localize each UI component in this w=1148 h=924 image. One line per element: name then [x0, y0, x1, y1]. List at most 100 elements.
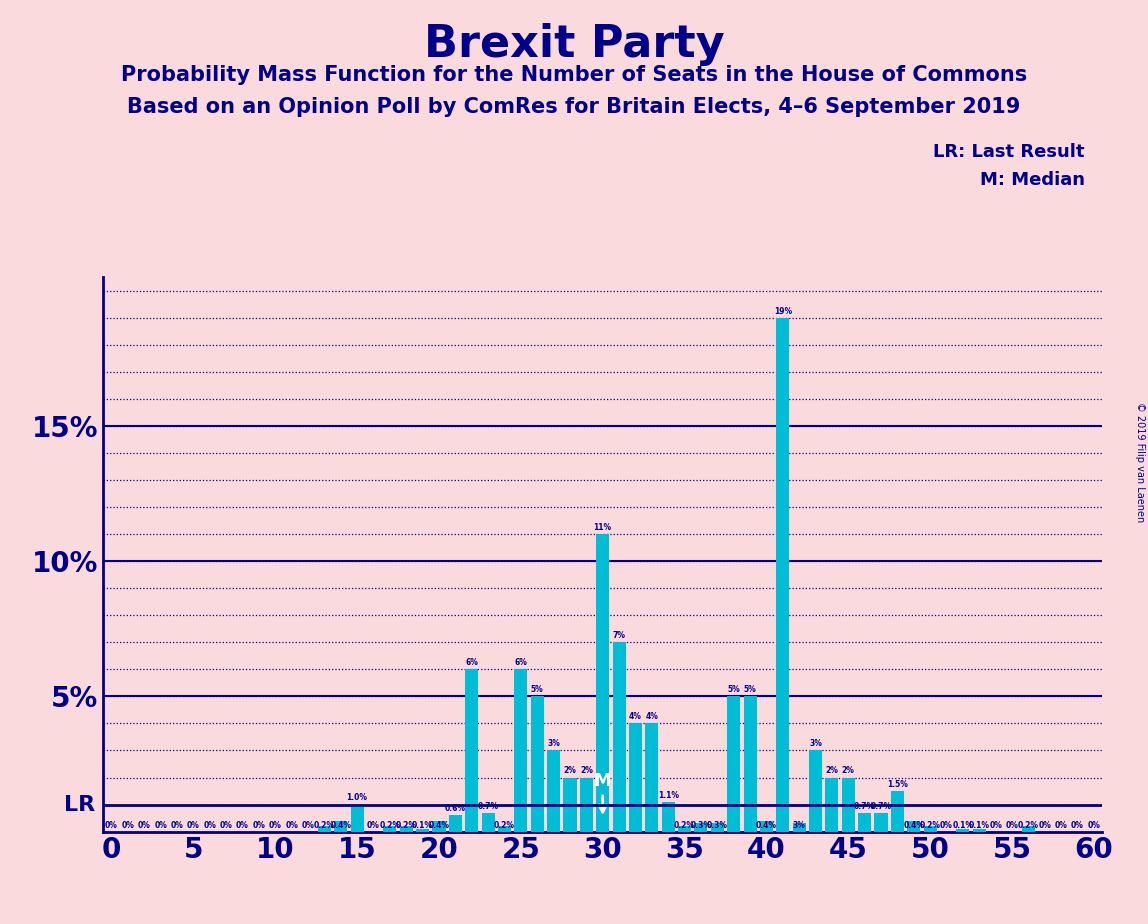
Bar: [1022, 826, 1035, 832]
Text: 0.2%: 0.2%: [313, 821, 335, 831]
Text: 0%: 0%: [285, 821, 298, 831]
Bar: [318, 826, 331, 832]
Bar: [841, 777, 855, 832]
Bar: [564, 777, 576, 832]
Text: 0%: 0%: [138, 821, 150, 831]
Bar: [514, 669, 527, 832]
Text: 0%: 0%: [187, 821, 200, 831]
Text: 0%: 0%: [302, 821, 315, 831]
Text: Brexit Party: Brexit Party: [424, 23, 724, 67]
Bar: [891, 791, 903, 832]
Text: 0.7%: 0.7%: [478, 801, 498, 810]
Text: Probability Mass Function for the Number of Seats in the House of Commons: Probability Mass Function for the Number…: [121, 65, 1027, 85]
Text: © 2019 Filip van Laenen: © 2019 Filip van Laenen: [1135, 402, 1145, 522]
Text: 0.6%: 0.6%: [444, 804, 466, 813]
Text: 0.1%: 0.1%: [412, 821, 433, 831]
Text: 0.1%: 0.1%: [953, 821, 974, 831]
Text: 0%: 0%: [269, 821, 281, 831]
Text: LR: LR: [64, 795, 95, 815]
Bar: [645, 723, 658, 832]
Text: 0.4%: 0.4%: [428, 821, 450, 831]
Text: LR: Last Result: LR: Last Result: [933, 143, 1085, 161]
Bar: [907, 821, 921, 832]
Bar: [629, 723, 642, 832]
Text: 0.7%: 0.7%: [870, 801, 892, 810]
Bar: [695, 823, 707, 832]
Text: 0%: 0%: [1038, 821, 1052, 831]
Bar: [760, 821, 773, 832]
Bar: [416, 829, 429, 832]
Bar: [596, 534, 610, 832]
Bar: [809, 750, 822, 832]
Bar: [498, 826, 511, 832]
Text: 2%: 2%: [841, 766, 855, 775]
Text: 0%: 0%: [990, 821, 1002, 831]
Text: 0.4%: 0.4%: [331, 821, 351, 831]
Text: 0%: 0%: [122, 821, 134, 831]
Text: 0%: 0%: [203, 821, 216, 831]
Text: 0.2%: 0.2%: [494, 821, 515, 831]
Text: 0%: 0%: [236, 821, 249, 831]
Text: 0.2%: 0.2%: [674, 821, 695, 831]
Bar: [711, 823, 724, 832]
Bar: [744, 697, 757, 832]
Text: 6%: 6%: [465, 658, 479, 667]
Bar: [678, 826, 691, 832]
Bar: [924, 826, 937, 832]
Text: 0%: 0%: [219, 821, 233, 831]
Text: 0%: 0%: [1071, 821, 1084, 831]
Text: Based on an Opinion Poll by ComRes for Britain Elects, 4–6 September 2019: Based on an Opinion Poll by ComRes for B…: [127, 97, 1021, 117]
Bar: [776, 318, 790, 832]
Text: 2%: 2%: [564, 766, 576, 775]
Text: 2%: 2%: [580, 766, 592, 775]
Text: 1.5%: 1.5%: [887, 780, 908, 789]
Text: 0.2%: 0.2%: [379, 821, 401, 831]
Text: 0.3%: 0.3%: [690, 821, 712, 831]
Text: 1.1%: 1.1%: [658, 791, 678, 799]
Bar: [972, 829, 986, 832]
Text: 5%: 5%: [530, 686, 544, 694]
Text: 4%: 4%: [629, 712, 642, 722]
Text: 3%: 3%: [809, 739, 822, 748]
Text: 0.3%: 0.3%: [707, 821, 728, 831]
Text: 4%: 4%: [645, 712, 658, 722]
Bar: [613, 642, 626, 832]
Text: 0%: 0%: [171, 821, 184, 831]
Text: 0.2%: 0.2%: [396, 821, 417, 831]
Bar: [792, 823, 806, 832]
Text: 7%: 7%: [613, 631, 626, 640]
Bar: [548, 750, 560, 832]
Text: 3%: 3%: [793, 821, 806, 831]
Bar: [465, 669, 479, 832]
Text: M: Median: M: Median: [980, 171, 1085, 188]
Text: 0%: 0%: [154, 821, 168, 831]
Text: 0.2%: 0.2%: [1018, 821, 1039, 831]
Text: 5%: 5%: [728, 686, 740, 694]
Text: 1.0%: 1.0%: [347, 794, 367, 802]
Bar: [400, 826, 413, 832]
Bar: [449, 815, 461, 832]
Text: 0.4%: 0.4%: [903, 821, 924, 831]
Text: 6%: 6%: [514, 658, 527, 667]
Text: 0.1%: 0.1%: [969, 821, 990, 831]
Text: 11%: 11%: [594, 523, 612, 532]
Bar: [530, 697, 544, 832]
Text: 0.4%: 0.4%: [755, 821, 777, 831]
Bar: [481, 813, 495, 832]
Bar: [875, 813, 887, 832]
Text: 0%: 0%: [1055, 821, 1068, 831]
Text: M: M: [594, 772, 612, 812]
Text: 2%: 2%: [825, 766, 838, 775]
Bar: [334, 821, 348, 832]
Bar: [661, 802, 675, 832]
Text: 0%: 0%: [367, 821, 380, 831]
Bar: [383, 826, 396, 832]
Text: 0%: 0%: [106, 821, 118, 831]
Bar: [433, 821, 445, 832]
Bar: [825, 777, 838, 832]
Bar: [956, 829, 969, 832]
Text: 0.7%: 0.7%: [854, 801, 875, 810]
Text: 0.2%: 0.2%: [920, 821, 940, 831]
Bar: [580, 777, 592, 832]
Text: 5%: 5%: [744, 686, 757, 694]
